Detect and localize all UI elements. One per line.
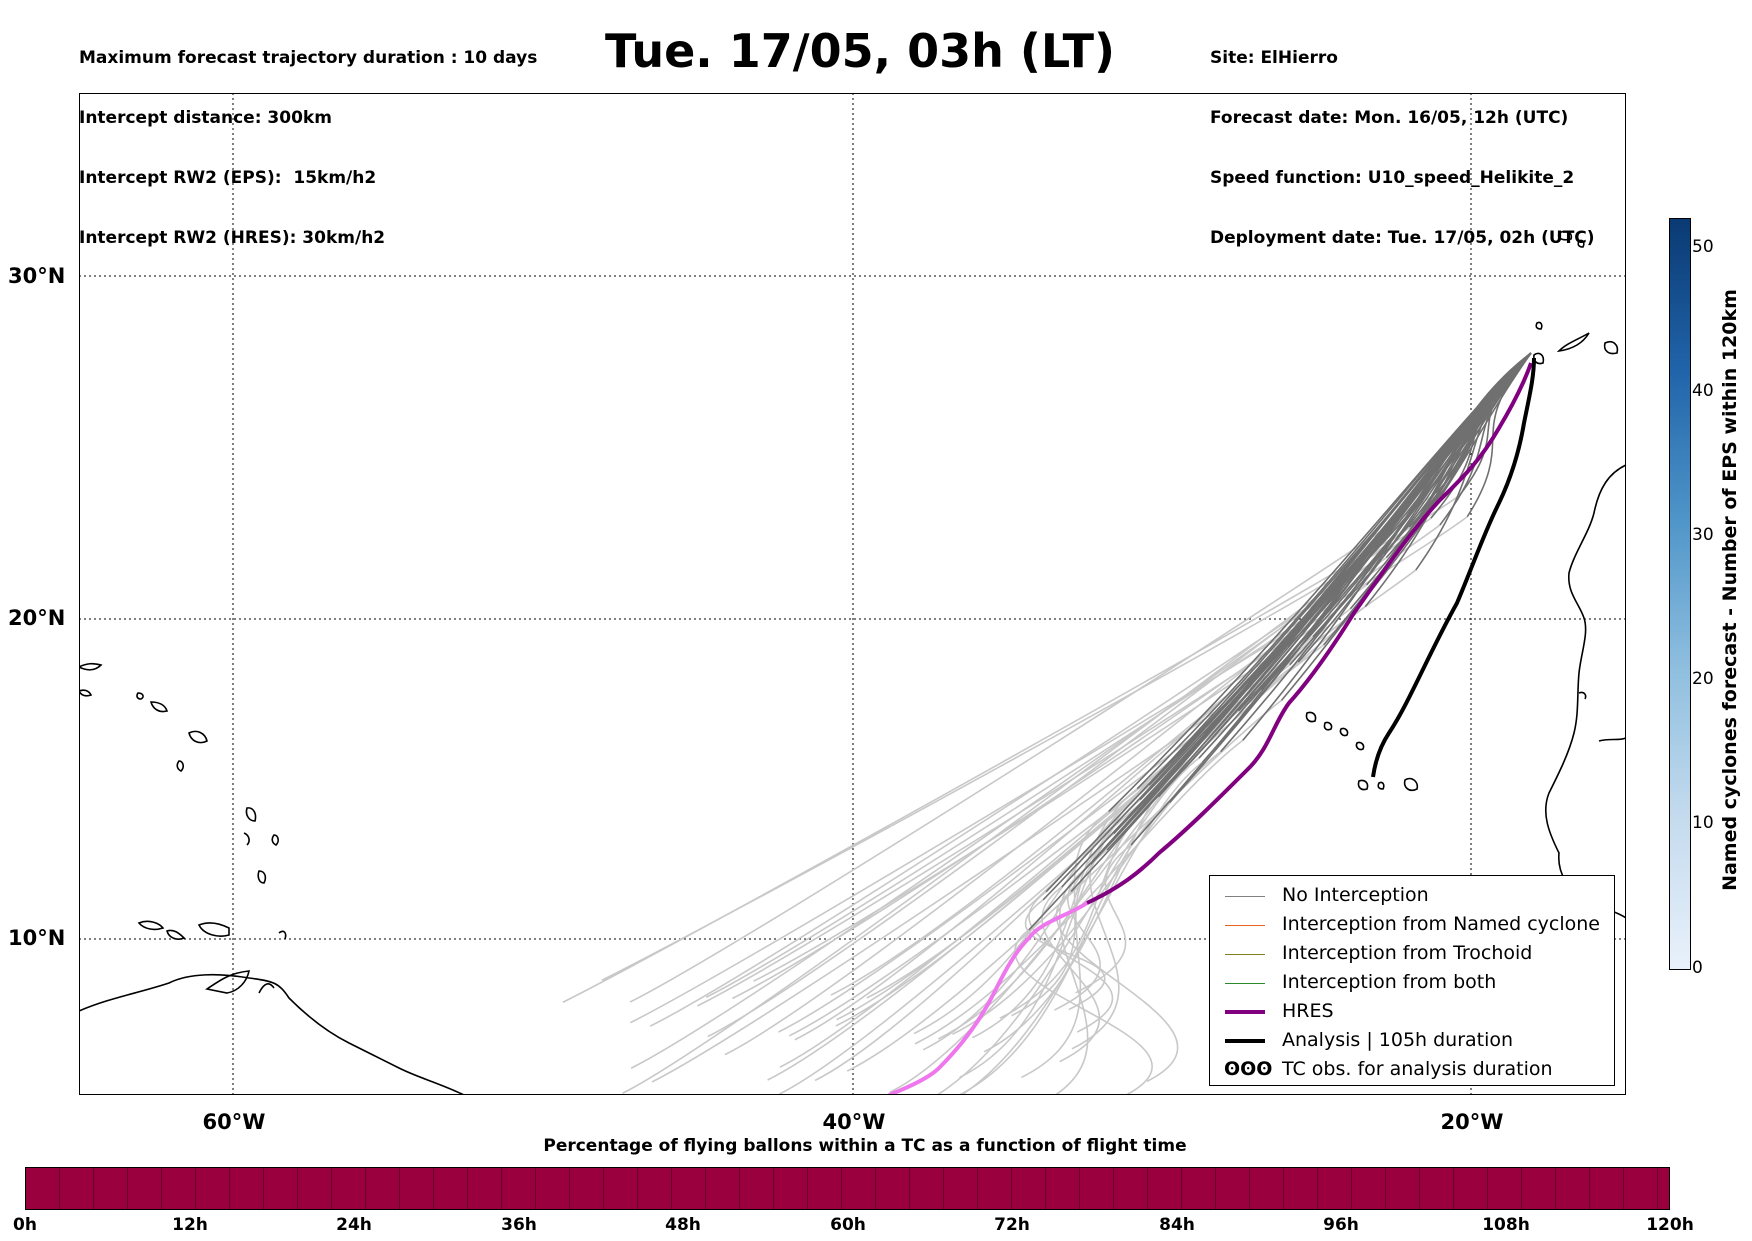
percentage-tick: 108h — [1482, 1215, 1530, 1235]
legend-label: Analysis | 105h duration — [1282, 1029, 1514, 1051]
header-line: Intercept RW2 (HRES): 30km/h2 — [79, 228, 386, 248]
legend-item-trochoid: Interception from Trochoid — [1220, 942, 1615, 968]
percentage-bar-title: Percentage of flying ballons within a TC… — [543, 1136, 1187, 1156]
percentage-tick: 60h — [830, 1215, 866, 1235]
eps-trajectory-tail — [914, 739, 1244, 1045]
header-left-info: Maximum forecast trajectory duration : 1… — [79, 8, 537, 268]
legend-swatch — [1225, 1039, 1265, 1043]
colorbar-tick: 40 — [1692, 381, 1714, 401]
eps-trajectory-tail — [1011, 810, 1110, 1017]
lat-label-30n: 30°N — [8, 264, 66, 288]
map-frame — [79, 93, 1626, 1095]
percentage-tick: 0h — [13, 1215, 37, 1235]
eps-trajectory-tail — [788, 644, 1325, 1037]
colorbar-tick: 10 — [1692, 813, 1714, 833]
legend-label: TC obs. for analysis duration — [1282, 1058, 1553, 1080]
eps-trajectory-tail — [731, 628, 1298, 1000]
eps-trajectory-tail — [1025, 899, 1106, 1011]
eps-trajectory-tail — [913, 784, 1150, 1035]
eps-trajectory — [1349, 352, 1532, 617]
header-line: Forecast date: Mon. 16/05, 12h (UTC) — [1210, 108, 1569, 128]
legend-swatch — [1225, 1010, 1265, 1014]
hres-trajectory-early — [888, 901, 1089, 1095]
legend-swatch — [1225, 954, 1265, 955]
map-legend: No Interception Interception from Named … — [1209, 875, 1615, 1086]
percentage-tick: 48h — [665, 1215, 701, 1235]
header-line: Intercept distance: 300km — [79, 108, 332, 128]
eps-trajectory — [1028, 352, 1532, 931]
percentage-tick: 120h — [1646, 1215, 1694, 1235]
cyclone-colorbar — [1669, 218, 1691, 970]
colorbar-title: Named cyclones forecast - Number of EPS … — [1719, 289, 1741, 891]
lon-label-60w: 60°W — [202, 1110, 266, 1134]
legend-item-tc-obs: ʘʘʘ TC obs. for analysis duration — [1220, 1058, 1615, 1084]
eps-trajectories-dark — [1028, 352, 1532, 931]
eps-trajectory-tail — [705, 524, 1441, 999]
legend-item-both: Interception from both — [1220, 971, 1615, 997]
eps-trajectory-tail — [960, 761, 1204, 1095]
legend-label: Interception from Named cyclone — [1282, 913, 1600, 935]
legend-item-no-interception: No Interception — [1220, 884, 1615, 910]
eps-trajectory — [1260, 352, 1532, 691]
header-line: Intercept RW2 (EPS): 15km/h2 — [79, 168, 377, 188]
colorbar-tick: 50 — [1692, 237, 1714, 257]
eps-trajectory-tail — [1054, 863, 1101, 1011]
legend-item-analysis: Analysis | 105h duration — [1220, 1029, 1615, 1055]
legend-swatch — [1225, 925, 1265, 926]
legend-swatch — [1225, 983, 1265, 984]
eps-trajectory-tail — [1041, 886, 1101, 1063]
percentage-tick: 36h — [501, 1215, 537, 1235]
eps-trajectory-tail — [1075, 844, 1132, 994]
lat-label-20n: 20°N — [8, 606, 66, 630]
tc-obs-symbol-icon: ʘʘʘ — [1224, 1058, 1273, 1080]
legend-label: Interception from both — [1282, 971, 1497, 993]
percentage-tick: 84h — [1159, 1215, 1195, 1235]
lon-label-40w: 40°W — [822, 1110, 886, 1134]
legend-label: HRES — [1282, 1000, 1334, 1022]
legend-swatch — [1225, 896, 1265, 897]
legend-item-named-cyclone: Interception from Named cyclone — [1220, 913, 1615, 939]
header-right-info: Site: ElHierro Forecast date: Mon. 16/05… — [1210, 8, 1595, 268]
legend-label: No Interception — [1282, 884, 1429, 906]
header-line: Site: ElHierro — [1210, 48, 1338, 68]
legend-item-hres: HRES — [1220, 1000, 1615, 1026]
map-title: Tue. 17/05, 03h (LT) — [605, 24, 1115, 78]
percentage-tick: 96h — [1323, 1215, 1359, 1235]
percentage-tick: 72h — [994, 1215, 1030, 1235]
legend-label: Interception from Trochoid — [1282, 942, 1533, 964]
hres-trajectory — [1086, 362, 1533, 905]
colorbar-tick: 0 — [1692, 958, 1703, 978]
percentage-tick: 12h — [172, 1215, 208, 1235]
percentage-bar — [25, 1167, 1670, 1210]
lon-label-20w: 20°W — [1440, 1110, 1504, 1134]
lat-label-10n: 10°N — [8, 926, 66, 950]
header-line: Maximum forecast trajectory duration : 1… — [79, 48, 538, 68]
percentage-tick: 24h — [336, 1215, 372, 1235]
colorbar-tick: 30 — [1692, 525, 1714, 545]
header-line: Deployment date: Tue. 17/05, 02h (UTC) — [1210, 228, 1595, 248]
trajectory-map — [79, 93, 1626, 1095]
eps-trajectory — [1042, 352, 1532, 901]
analysis-trajectory — [1371, 357, 1536, 778]
eps-trajectory-tail — [779, 608, 1351, 1068]
colorbar-tick: 20 — [1692, 669, 1714, 689]
eps-trajectory-tail — [959, 799, 1141, 1079]
eps-trajectory-tail — [836, 689, 1262, 1021]
